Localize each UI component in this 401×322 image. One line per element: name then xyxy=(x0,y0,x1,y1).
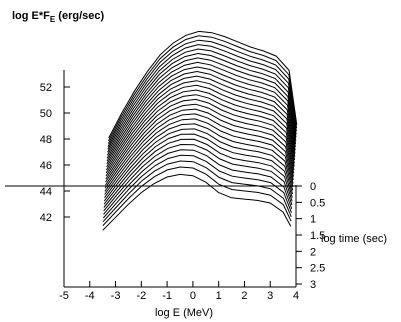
spectrum-curve xyxy=(104,103,294,186)
z-axis-title: log time (sec) xyxy=(321,233,387,245)
x-tick-label: 1 xyxy=(216,290,222,302)
spectrum-curve xyxy=(106,70,296,165)
spectrum-curve xyxy=(102,160,292,223)
spectrum-curve xyxy=(104,113,294,192)
spectrum-curve xyxy=(106,66,296,162)
spectrum-curves xyxy=(102,30,298,231)
x-tick-label: 0 xyxy=(190,290,196,302)
y-ticks: 42 44 46 48 50 52 xyxy=(40,82,70,224)
z-tick-label: 1.5 xyxy=(310,230,325,242)
spectrum-curve xyxy=(105,84,295,174)
y-tick-label: 42 xyxy=(40,212,52,224)
spectrum-curve xyxy=(106,57,297,156)
spectrum-curve xyxy=(108,30,298,139)
y-tick-label: 44 xyxy=(40,186,52,198)
x-tick-label: -4 xyxy=(85,290,95,302)
spectrum-curve xyxy=(103,128,293,202)
z-tick-label: 2 xyxy=(310,246,316,258)
y-tick-label: 46 xyxy=(40,160,52,172)
spectrum-curve xyxy=(102,173,292,231)
x-tick-label: -5 xyxy=(59,290,69,302)
y-tick-label: 48 xyxy=(40,134,52,146)
spectrum-curve xyxy=(104,118,294,195)
x-tick-label: 4 xyxy=(293,290,299,302)
y-axis-title: log E*FE (erg/sec) xyxy=(12,10,104,24)
spectrum-curve xyxy=(105,89,295,177)
spectrum-curve xyxy=(106,61,296,159)
spectrum-curve xyxy=(107,48,297,150)
z-ticks: 0 0.5 1 1.5 2 2.5 3 xyxy=(296,181,325,291)
spectrum-curve xyxy=(108,35,298,142)
x-tick-label: 2 xyxy=(241,290,247,302)
spectrum-curve xyxy=(104,123,294,198)
z-tick-label: 0 xyxy=(310,181,316,193)
x-tick-label: -1 xyxy=(162,290,172,302)
x-ticks: -5 -4 -3 -2 -1 0 1 2 3 4 xyxy=(59,281,299,302)
z-tick-label: 3 xyxy=(310,279,316,291)
x-axis-title: log E (MeV) xyxy=(155,307,213,319)
x-tick-label: 3 xyxy=(267,290,273,302)
spectrum-curve xyxy=(107,44,297,147)
spectrum-curve xyxy=(103,133,293,205)
y-tick-label: 50 xyxy=(40,108,52,120)
spectrum-curve xyxy=(102,154,292,219)
z-tick-label: 2.5 xyxy=(310,263,325,275)
spectrum-curve xyxy=(104,108,294,189)
spectrum-curve xyxy=(105,94,295,180)
axes xyxy=(5,70,297,288)
spectrum-curve xyxy=(107,52,297,153)
spectrum-curve xyxy=(103,138,293,208)
spectrum-curve xyxy=(106,75,296,168)
z-tick-label: 0.5 xyxy=(310,197,325,209)
spectrum-curve xyxy=(103,149,293,215)
spectrum-curve xyxy=(102,166,292,226)
z-tick-label: 1 xyxy=(310,214,316,226)
spectrum-curve xyxy=(105,80,296,171)
x-tick-label: -2 xyxy=(136,290,146,302)
y-tick-label: 52 xyxy=(40,82,52,94)
x-tick-label: -3 xyxy=(111,290,121,302)
spectrum-curve xyxy=(107,39,297,144)
spectrum-curve xyxy=(103,143,293,212)
spectrum-curve xyxy=(105,98,295,183)
